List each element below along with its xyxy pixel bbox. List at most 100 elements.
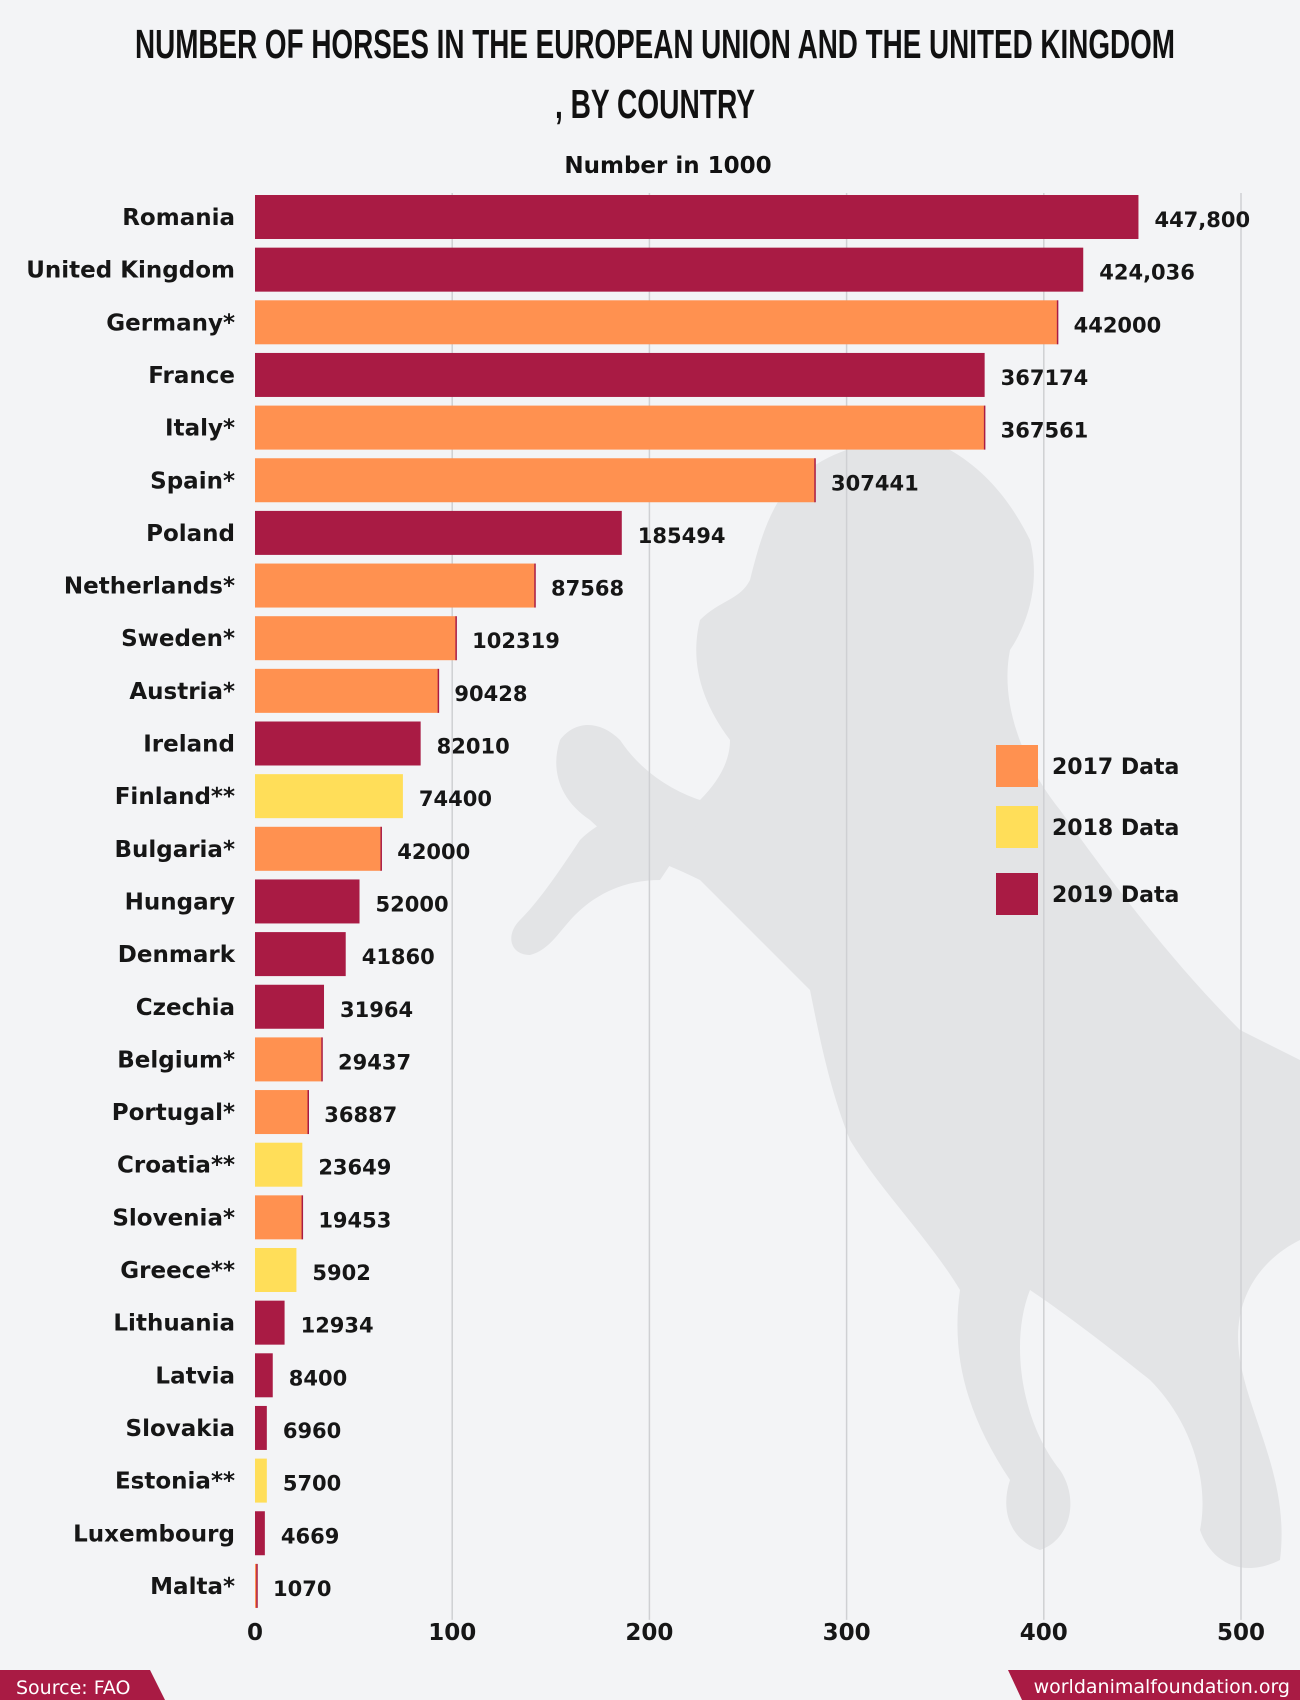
bar xyxy=(255,668,439,713)
category-label: Spain* xyxy=(150,468,235,494)
value-label: 367561 xyxy=(1001,419,1089,443)
value-label: 6960 xyxy=(283,1419,341,1443)
value-label: 442000 xyxy=(1074,313,1162,337)
legend: 2017 Data 2018 Data 2019 Data xyxy=(996,745,1179,915)
category-label: Slovenia* xyxy=(112,1205,235,1231)
legend-label: 2019 Data xyxy=(1052,883,1179,908)
category-label: Poland xyxy=(146,521,235,547)
category-labels: Romania United Kingdom Germany* France Italy… xyxy=(26,205,235,1600)
bar xyxy=(255,510,622,555)
value-label: 447,800 xyxy=(1154,208,1250,232)
x-tick-label: 0 xyxy=(247,1620,263,1646)
legend-label: 2017 Data xyxy=(1052,755,1179,780)
site-banner xyxy=(1008,1670,1300,1700)
chart-subtitle: Number in 1000 xyxy=(564,153,771,179)
chart-title-line-2: , BY COUNTRY xyxy=(555,81,755,127)
legend-swatch xyxy=(996,806,1038,848)
value-label: 12934 xyxy=(301,1314,374,1338)
value-label: 31964 xyxy=(340,998,413,1022)
value-label: 29437 xyxy=(338,1050,411,1074)
category-label: Denmark xyxy=(118,942,236,968)
value-label: 102319 xyxy=(472,629,560,653)
legend-swatch xyxy=(996,745,1038,787)
category-label: Austria* xyxy=(129,679,235,705)
category-label: Portugal* xyxy=(112,1100,235,1126)
value-label: 5700 xyxy=(283,1472,341,1496)
category-label: Croatia** xyxy=(117,1153,235,1179)
bar xyxy=(255,1195,303,1240)
value-label: 36887 xyxy=(324,1103,397,1127)
value-label: 90428 xyxy=(454,682,527,706)
bars-group xyxy=(255,195,1139,1608)
x-tick-label: 200 xyxy=(625,1620,673,1646)
bar xyxy=(255,721,421,766)
bar xyxy=(255,195,1139,239)
value-label: 8400 xyxy=(289,1366,347,1390)
value-label: 52000 xyxy=(376,892,449,916)
category-label: Luxembourg xyxy=(73,1521,235,1547)
category-label: Netherlands* xyxy=(64,574,235,600)
category-label: Latvia xyxy=(155,1363,235,1389)
category-label: Hungary xyxy=(125,889,235,915)
x-tick-label: 100 xyxy=(428,1620,476,1646)
bar xyxy=(255,1405,267,1450)
bar xyxy=(255,879,360,924)
category-label: Belgium* xyxy=(117,1047,235,1073)
value-label: 4669 xyxy=(281,1524,339,1548)
x-tick-label: 300 xyxy=(823,1620,871,1646)
horse-silhouette-icon xyxy=(511,440,1300,1569)
category-label: Sweden* xyxy=(121,626,235,652)
bar xyxy=(255,826,382,871)
footer-site: worldanimalfoundation.org xyxy=(1008,1670,1300,1700)
bar xyxy=(255,984,325,1029)
category-label: Ireland xyxy=(143,732,235,758)
bar xyxy=(255,774,403,819)
bar xyxy=(255,1300,285,1345)
category-label: Malta* xyxy=(150,1574,235,1600)
value-label: 87568 xyxy=(551,577,624,601)
bar xyxy=(255,1458,267,1503)
legend-swatch xyxy=(996,873,1038,915)
category-label: Slovakia xyxy=(126,1416,235,1442)
bar xyxy=(255,1353,273,1398)
source-banner xyxy=(0,1670,165,1700)
bar xyxy=(255,458,816,503)
value-label: 23649 xyxy=(318,1156,391,1180)
category-label: United Kingdom xyxy=(26,258,235,284)
footer-source: Source: FAO xyxy=(0,1670,165,1700)
category-label: Germany* xyxy=(106,310,235,336)
bar xyxy=(255,563,536,608)
x-tick-label: 400 xyxy=(1020,1620,1068,1646)
bar xyxy=(255,300,1058,345)
value-label: 367174 xyxy=(1001,366,1089,390)
bar xyxy=(255,616,457,661)
category-label: Romania xyxy=(122,205,235,231)
bar xyxy=(255,352,985,397)
bar xyxy=(255,1248,297,1292)
category-label: Finland** xyxy=(115,784,235,810)
x-tick-label: 500 xyxy=(1217,1620,1265,1646)
value-label: 74400 xyxy=(419,787,492,811)
bar xyxy=(255,1563,257,1608)
value-label: 82010 xyxy=(437,735,510,759)
value-label: 42000 xyxy=(397,840,470,864)
category-label: Bulgaria* xyxy=(114,837,235,863)
value-label: 307441 xyxy=(831,471,919,495)
category-label: Estonia** xyxy=(115,1469,235,1495)
category-label: France xyxy=(148,363,235,389)
value-label: 185494 xyxy=(638,524,726,548)
value-label: 41860 xyxy=(362,945,435,969)
value-label: 19453 xyxy=(318,1208,391,1232)
legend-label: 2018 Data xyxy=(1052,816,1179,841)
site-text: worldanimalfoundation.org xyxy=(1034,1676,1290,1698)
value-labels: 447,800 424,036 442000 367174 367561 307441 18… xyxy=(273,208,1250,1601)
value-label: 424,036 xyxy=(1099,261,1195,285)
value-label: 1070 xyxy=(273,1577,331,1601)
bar xyxy=(255,247,1084,292)
category-label: Czechia xyxy=(136,995,235,1021)
category-label: Lithuania xyxy=(113,1311,235,1337)
value-label: 5902 xyxy=(312,1261,370,1285)
bar xyxy=(255,1090,309,1135)
